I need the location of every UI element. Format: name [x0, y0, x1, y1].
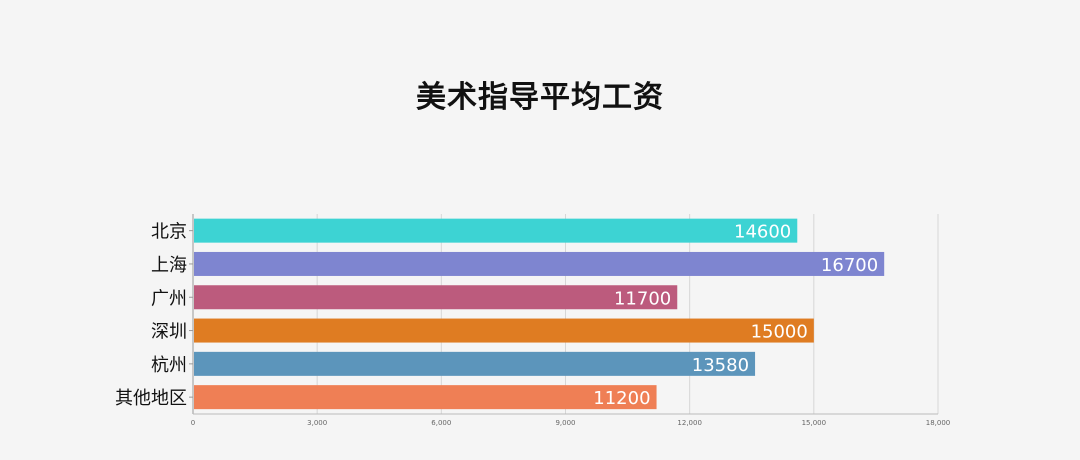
- bar: [194, 285, 678, 310]
- category-label: 广州: [151, 288, 187, 309]
- chart-title: 美术指导平均工资: [416, 80, 664, 115]
- bar-value-label: 11200: [593, 388, 650, 409]
- category-label: 北京: [151, 222, 187, 243]
- x-tick-label: 0: [191, 419, 195, 427]
- x-tick-label: 12,000: [677, 419, 702, 427]
- bar-value-label: 14600: [734, 222, 791, 243]
- bar: [194, 318, 814, 343]
- x-tick-label: 3,000: [307, 419, 327, 427]
- bar-value-label: 13580: [692, 355, 749, 376]
- axes: 0 3,000 6,000 9,000 12,000 15,000 18,000 北京上海广州…: [115, 214, 950, 427]
- bar: [194, 218, 798, 243]
- category-label: 深圳: [151, 322, 187, 343]
- x-tick-label: 15,000: [802, 419, 827, 427]
- bar-value-label: 15000: [751, 322, 808, 343]
- bar-value-label: 11700: [614, 288, 671, 309]
- category-label: 其他地区: [115, 388, 187, 409]
- bar: [194, 351, 756, 376]
- category-label: 上海: [151, 255, 187, 276]
- bar: [194, 251, 885, 276]
- category-label: 杭州: [151, 355, 187, 376]
- x-tick-label: 9,000: [555, 419, 575, 427]
- bar: [194, 385, 657, 410]
- x-tick-label: 6,000: [431, 419, 451, 427]
- grid-lines: [316, 214, 939, 414]
- bar-value-label: 16700: [821, 255, 878, 276]
- x-tick-label: 18,000: [926, 419, 951, 427]
